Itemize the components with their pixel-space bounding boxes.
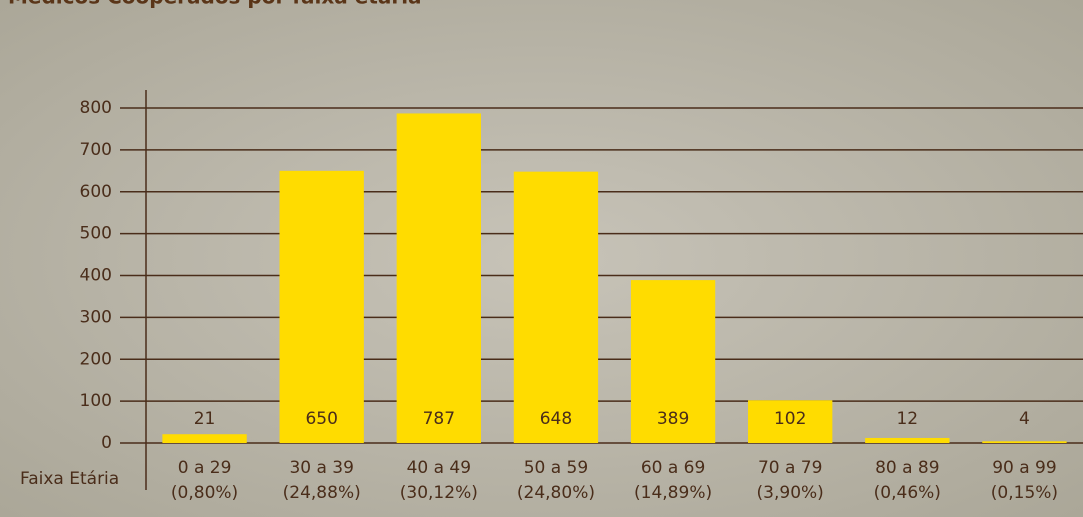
bar — [630, 280, 716, 443]
x-tick-share: (0,15%) — [991, 483, 1058, 503]
y-tick-label: 300 — [80, 307, 112, 327]
y-tick-label: 800 — [80, 98, 112, 118]
bar — [162, 434, 247, 443]
x-tick-share: (24,88%) — [283, 483, 361, 503]
y-tick-label: 500 — [80, 224, 112, 244]
x-axis-label: Faixa Etária — [20, 469, 119, 489]
chart-title: Médicos Cooperados por faixa etária — [8, 0, 422, 9]
x-tick-label: 60 a 69 — [641, 458, 706, 478]
bar — [396, 113, 481, 443]
y-tick-label: 200 — [80, 349, 112, 369]
bar — [982, 441, 1067, 443]
bar — [513, 171, 599, 443]
x-tick-label: 30 a 39 — [289, 458, 354, 478]
y-tick-label: 400 — [80, 266, 112, 286]
value-label: 787 — [423, 409, 455, 429]
value-label: 102 — [774, 409, 806, 429]
x-tick-share: (3,90%) — [757, 483, 824, 503]
y-tick-label: 600 — [80, 182, 112, 202]
y-tick-label: 0 — [101, 433, 112, 453]
value-label: 650 — [305, 409, 337, 429]
x-tick-share: (0,46%) — [874, 483, 941, 503]
value-label: 4 — [1019, 409, 1030, 429]
bar — [865, 437, 950, 443]
value-label: 389 — [657, 409, 689, 429]
y-tick-label: 700 — [80, 140, 112, 160]
value-label: 648 — [540, 409, 572, 429]
x-tick-label: 0 a 29 — [178, 458, 232, 478]
x-tick-share: (24,80%) — [517, 483, 595, 503]
x-tick-share: (0,80%) — [171, 483, 238, 503]
x-tick-label: 70 a 79 — [758, 458, 823, 478]
value-label: 21 — [194, 409, 216, 429]
x-tick-label: 80 a 89 — [875, 458, 940, 478]
x-tick-label: 50 a 59 — [524, 458, 589, 478]
x-tick-share: (30,12%) — [400, 483, 478, 503]
x-tick-share: (14,89%) — [634, 483, 712, 503]
x-tick-label: 90 a 99 — [992, 458, 1057, 478]
x-tick-label: 40 a 49 — [407, 458, 472, 478]
bar — [279, 170, 364, 443]
bar — [748, 400, 833, 443]
value-label: 12 — [896, 409, 918, 429]
y-tick-label: 100 — [80, 391, 112, 411]
